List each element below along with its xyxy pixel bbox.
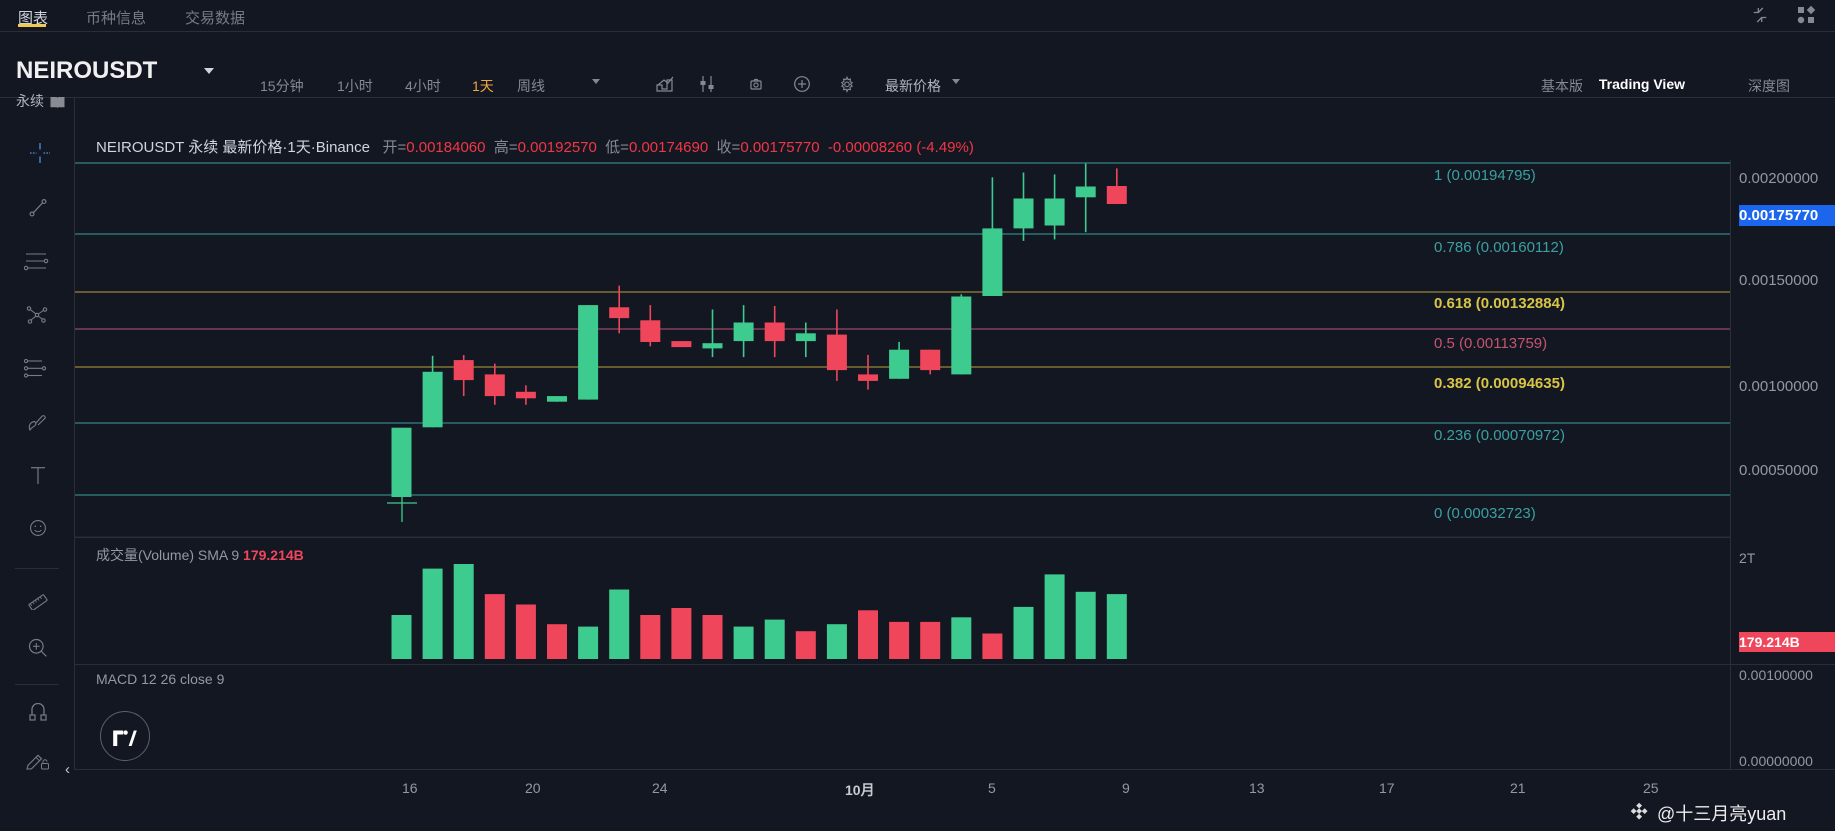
svg-text:0.382 (0.00094635): 0.382 (0.00094635): [1434, 375, 1565, 392]
svg-text:0.5 (0.00113759): 0.5 (0.00113759): [1434, 335, 1547, 352]
svg-text:0.236 (0.00070972): 0.236 (0.00070972): [1434, 427, 1565, 444]
svg-text:0 (0.00032723): 0 (0.00032723): [1434, 505, 1536, 522]
svg-text:0.618 (0.00132884): 0.618 (0.00132884): [1434, 295, 1565, 312]
svg-text:1 (0.00194795): 1 (0.00194795): [1434, 167, 1536, 184]
svg-text:0.786 (0.00160112): 0.786 (0.00160112): [1434, 239, 1564, 256]
